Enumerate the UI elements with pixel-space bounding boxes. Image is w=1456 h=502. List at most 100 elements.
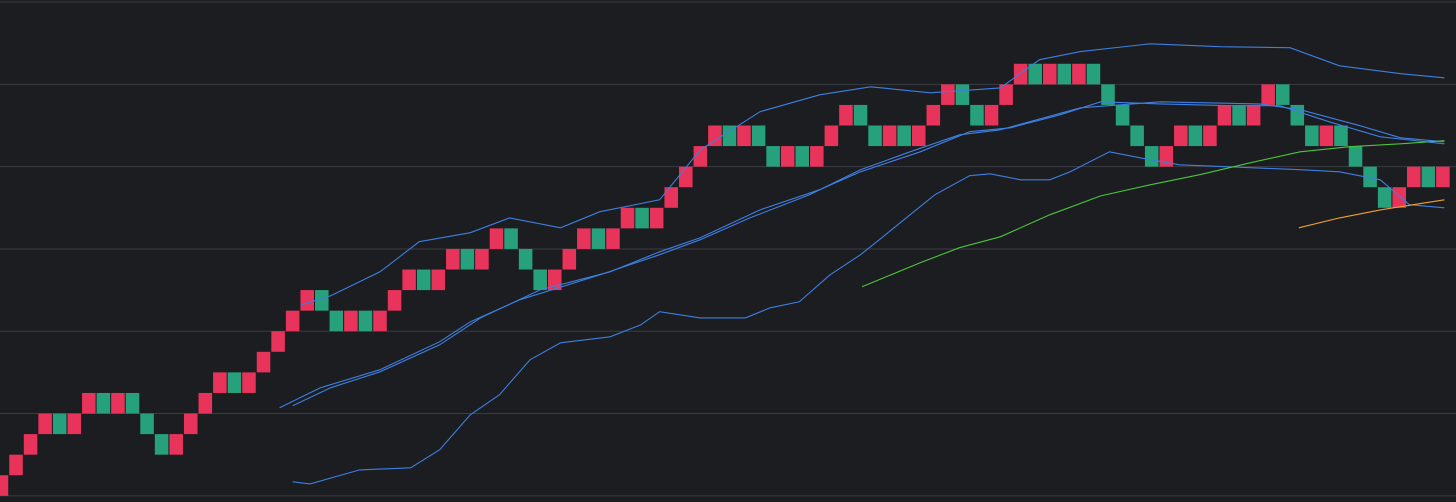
- brick: [795, 146, 810, 167]
- brick: [198, 392, 213, 414]
- brick: [1319, 125, 1334, 147]
- brick: [635, 207, 649, 229]
- brick: [1377, 187, 1392, 208]
- brick: [722, 125, 737, 147]
- brick: [300, 290, 314, 311]
- indicator-line: [279, 101, 1445, 409]
- brick: [1305, 125, 1319, 147]
- brick: [213, 372, 227, 393]
- brick: [140, 413, 154, 435]
- brick: [358, 310, 373, 332]
- brick: [344, 310, 358, 332]
- brick: [460, 248, 475, 270]
- brick: [0, 475, 9, 496]
- brick: [315, 290, 329, 311]
- indicator-line: [292, 101, 1445, 407]
- brick: [96, 392, 111, 414]
- brick: [125, 392, 140, 414]
- brick: [1217, 104, 1232, 126]
- brick: [868, 125, 882, 147]
- brick: [999, 84, 1013, 105]
- brick: [853, 104, 868, 126]
- brick: [227, 372, 242, 393]
- brick: [285, 310, 300, 332]
- brick: [1407, 166, 1421, 188]
- brick: [824, 125, 839, 147]
- brick: [9, 454, 23, 476]
- brick: [1174, 125, 1188, 147]
- brick: [882, 125, 897, 147]
- brick: [1436, 166, 1450, 188]
- brick: [766, 146, 780, 167]
- brick: [446, 248, 460, 270]
- brick: [591, 228, 606, 249]
- brick: [67, 413, 82, 435]
- brick: [38, 413, 52, 435]
- brick: [111, 392, 125, 414]
- brick: [1101, 84, 1115, 105]
- brick: [810, 146, 824, 167]
- brick: [984, 104, 999, 126]
- brick: [955, 84, 970, 105]
- brick: [562, 248, 577, 270]
- brick: [1130, 125, 1144, 147]
- brick: [387, 290, 402, 311]
- brick: [1261, 84, 1275, 105]
- brick: [183, 413, 198, 435]
- brick: [1334, 125, 1348, 147]
- brick: [475, 248, 489, 270]
- brick: [1086, 63, 1101, 85]
- brick: [489, 228, 504, 249]
- brick: [780, 146, 795, 167]
- brick: [1043, 63, 1057, 85]
- brick: [1203, 125, 1217, 147]
- brick: [1057, 63, 1072, 85]
- brick: [1392, 187, 1406, 208]
- brick: [839, 104, 853, 126]
- brick: [504, 228, 518, 249]
- brick: [1290, 104, 1305, 126]
- brick: [664, 187, 678, 208]
- brick: [751, 125, 766, 147]
- brick: [926, 104, 941, 126]
- brick: [911, 125, 926, 147]
- indicator-line: [292, 151, 1445, 485]
- brick: [1363, 166, 1377, 188]
- brick: [1246, 104, 1261, 126]
- brick: [649, 207, 664, 229]
- brick: [1348, 146, 1363, 167]
- brick: [402, 269, 416, 291]
- brick: [1232, 104, 1246, 126]
- brick: [708, 125, 722, 147]
- indicator-line: [861, 140, 1445, 288]
- brick: [577, 228, 591, 249]
- brick: [52, 413, 67, 435]
- brick: [1028, 63, 1042, 85]
- brick: [533, 269, 547, 291]
- brick: [606, 228, 620, 249]
- brick: [23, 434, 38, 455]
- brick: [897, 125, 911, 147]
- brick: [431, 269, 446, 291]
- brick: [620, 207, 635, 229]
- brick: [1144, 146, 1159, 167]
- brick: [1275, 84, 1290, 105]
- brick: [82, 392, 96, 414]
- brick: [941, 84, 955, 105]
- brick: [518, 248, 533, 270]
- brick: [256, 351, 271, 373]
- brick: [1115, 104, 1130, 126]
- brick: [242, 372, 256, 393]
- brick: [154, 434, 169, 455]
- indicator-line: [1298, 199, 1445, 229]
- brick: [271, 331, 285, 352]
- brick: [679, 166, 693, 188]
- brick: [970, 104, 984, 126]
- brick: [329, 310, 344, 332]
- brick: [1421, 166, 1436, 188]
- brick: [1013, 63, 1028, 85]
- brick: [1072, 63, 1086, 85]
- brick: [169, 434, 183, 455]
